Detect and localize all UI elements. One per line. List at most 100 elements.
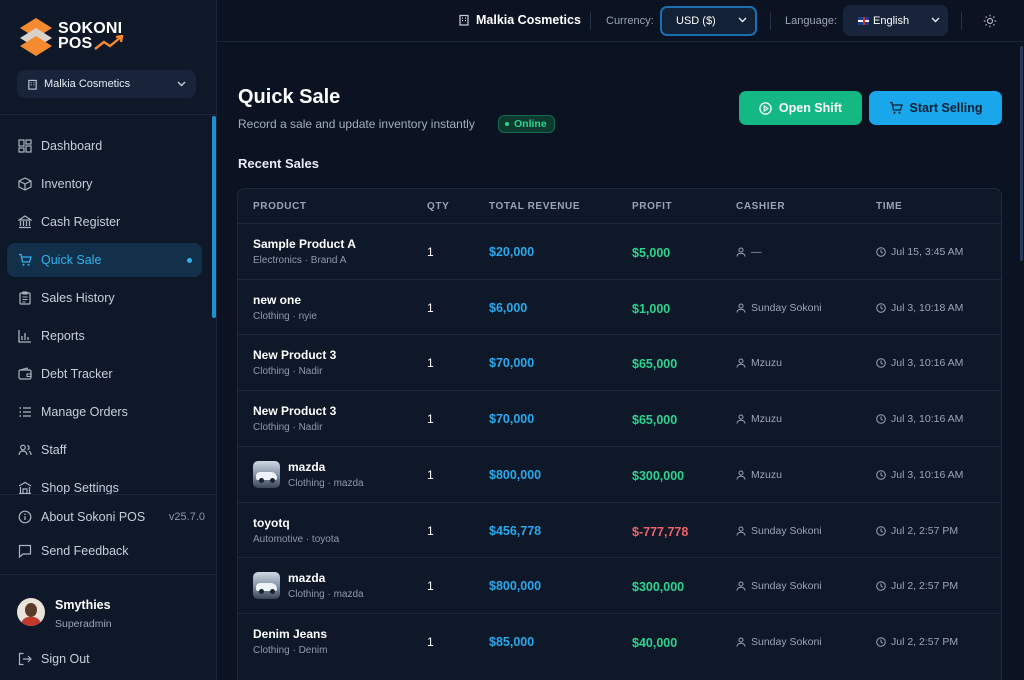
revenue-value: $456,778 (489, 523, 542, 538)
product-cell: Sample Product A Electronics · Brand A (253, 237, 356, 266)
sidebar-divider (0, 114, 216, 115)
product-meta: Clothing · Denim (253, 644, 328, 656)
currency-value: USD ($) (676, 15, 716, 27)
sidebar-item-label: Dashboard (41, 139, 103, 153)
user-profile[interactable]: Smythies Superadmin (17, 597, 112, 630)
qty-value: 1 (427, 634, 434, 649)
sidebar-item-shop-settings[interactable]: Shop Settings (7, 471, 202, 494)
sidebar-scrollbar[interactable] (212, 116, 216, 318)
time-cell: Jul 3, 10:16 AM (876, 413, 963, 425)
table-row[interactable]: New Product 3 Clothing · Nadir 1 $70,000… (238, 390, 1001, 446)
topbar-divider (590, 12, 591, 30)
column-header-qty[interactable]: QTY (427, 201, 450, 212)
product-meta: Automotive · toyota (253, 533, 340, 545)
sidebar-item-inventory[interactable]: Inventory (7, 167, 202, 201)
avatar (17, 598, 45, 626)
about-label: About Sokoni POS (41, 510, 146, 524)
table-row[interactable]: New Product 3 Clothing · Nadir 1 $70,000… (238, 334, 1001, 390)
sidebar-item-debt-tracker[interactable]: Debt Tracker (7, 357, 202, 391)
product-name: Denim Jeans (253, 626, 328, 641)
page-subtitle: Record a sale and update inventory insta… (238, 117, 475, 131)
cart-icon (889, 101, 903, 114)
clock-icon (876, 302, 886, 313)
page-title: Quick Sale (238, 86, 341, 108)
table-row[interactable]: mazda Clothing · mazda 1 $800,000 $300,0… (238, 445, 1001, 502)
building-icon (18, 481, 32, 494)
product-cell: toyotq Automotive · toyota (253, 516, 339, 545)
open-shift-button[interactable]: Open Shift (739, 91, 862, 125)
product-cell: mazda Clothing · mazda (288, 460, 364, 489)
table-row[interactable]: mazda Clothing · mazda 1 $800,000 $300,0… (238, 557, 1001, 613)
time-cell: Jul 3, 10:16 AM (876, 469, 963, 481)
sidebar-divider (0, 494, 216, 495)
product-name: Sample Product A (253, 237, 356, 251)
profit-value: $40,000 (632, 635, 678, 650)
sidebar-item-staff[interactable]: Staff (7, 433, 202, 467)
cashier-name: — (751, 246, 762, 258)
table-row[interactable]: Sample Product A Electronics · Brand A 1… (238, 223, 1001, 279)
play-circle-icon (759, 101, 772, 115)
product-meta: Clothing · nyie (253, 310, 317, 322)
currency-select[interactable]: USD ($) (660, 6, 757, 36)
clipboard-icon (19, 291, 31, 305)
cashier-cell: Mzuzu (736, 413, 782, 425)
user-icon (736, 526, 746, 536)
clock-icon (876, 637, 886, 647)
logo-text: SOKONI POS (58, 21, 122, 52)
column-header-cashier[interactable]: CASHIER (736, 201, 786, 212)
revenue-value: $70,000 (489, 412, 535, 427)
column-header-total-revenue[interactable]: TOTAL REVENUE (489, 201, 581, 212)
sidebar-item-dashboard[interactable]: Dashboard (7, 129, 202, 163)
sidebar-item-label: Sales History (41, 291, 115, 305)
start-selling-button[interactable]: Start Selling (869, 91, 1002, 125)
user-icon (736, 358, 746, 368)
cashier-name: Mzuzu (751, 468, 782, 481)
topbar-divider (770, 12, 771, 30)
sidebar-item-label: Shop Settings (41, 481, 119, 494)
store-selector[interactable]: Malkia Cosmetics (17, 70, 196, 98)
revenue-value: $6,000 (489, 300, 528, 315)
send-feedback-link[interactable]: Send Feedback (7, 537, 209, 565)
table-row[interactable]: new one Clothing · nyie 1 $6,000 $1,000 … (238, 278, 1001, 335)
product-cell: mazda Clothing · mazda (288, 571, 364, 600)
column-header-profit[interactable]: PROFIT (632, 201, 673, 212)
qty-value: 1 (427, 523, 434, 538)
sidebar-item-cash-register[interactable]: Cash Register (7, 205, 202, 239)
sale-time: Jul 2, 2:57 PM (891, 524, 959, 537)
section-title: Recent Sales (238, 156, 319, 171)
app-logo[interactable]: SOKONI POS (16, 16, 136, 60)
column-header-time[interactable]: TIME (876, 201, 903, 212)
sidebar-item-sales-history[interactable]: Sales History (7, 281, 202, 315)
qty-value: 1 (427, 579, 434, 594)
product-cell: New Product 3 Clothing · Nadir (253, 404, 336, 433)
revenue-value: $85,000 (489, 634, 535, 649)
about-link[interactable]: About Sokoni POS v25.7.0 (7, 503, 209, 531)
revenue-value: $20,000 (489, 245, 535, 259)
clock-icon (876, 247, 886, 257)
open-shift-label: Open Shift (778, 101, 843, 115)
recent-sales-table: PRODUCT QTY TOTAL REVENUE PROFIT CASHIER… (237, 188, 1002, 680)
chevron-down-icon (177, 81, 186, 87)
sidebar-item-quick-sale[interactable]: Quick Sale (7, 243, 202, 277)
table-row[interactable]: toyotq Automotive · toyota 1 $456,778 $-… (238, 501, 1001, 558)
table-row[interactable]: Denim Jeans Clothing · Denim 1 $85,000 $… (238, 612, 1001, 669)
chevron-down-icon (738, 17, 747, 23)
main-scrollbar[interactable] (1020, 46, 1023, 261)
send-feedback-label: Send Feedback (41, 544, 129, 558)
status-badge: Online (498, 115, 555, 133)
sun-icon[interactable] (983, 14, 997, 28)
sale-time: Jul 2, 2:57 PM (891, 635, 959, 648)
sale-time: Jul 3, 10:18 AM (891, 301, 964, 314)
language-value: English (873, 14, 910, 27)
clock-icon (876, 525, 886, 536)
language-select[interactable]: English (843, 5, 948, 36)
profit-value: $5,000 (632, 246, 671, 260)
column-header-product[interactable]: PRODUCT (253, 201, 307, 212)
sign-out-button[interactable]: Sign Out (7, 645, 209, 673)
product-name: new one (253, 292, 302, 307)
sidebar-item-manage-orders[interactable]: Manage Orders (7, 395, 202, 429)
sidebar-item-label: Debt Tracker (41, 367, 113, 381)
sidebar-item-reports[interactable]: Reports (7, 319, 202, 353)
product-name: mazda (288, 459, 326, 474)
profit-value: $-777,778 (632, 524, 689, 539)
